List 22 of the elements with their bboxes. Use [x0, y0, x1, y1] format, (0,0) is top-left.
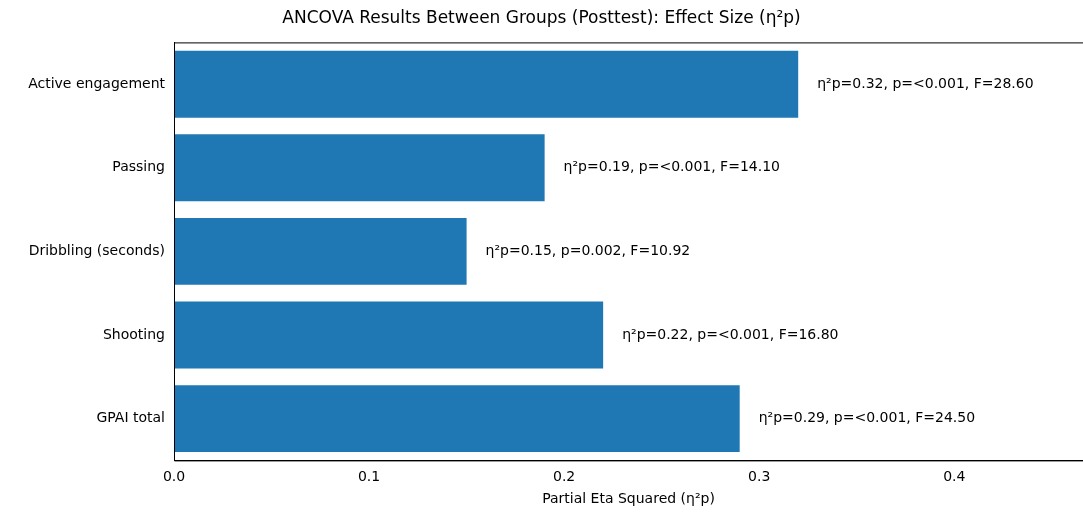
- data-label: η²p=0.22, p=<0.001, F=16.80: [622, 325, 839, 342]
- data-label: η²p=0.15, p=0.002, F=10.92: [485, 242, 691, 259]
- data-label: η²p=0.29, p=<0.001, F=24.50: [758, 409, 976, 426]
- data-label: η²p=0.19, p=<0.001, F=14.10: [563, 158, 780, 175]
- x-tick-label: 0.4: [943, 468, 966, 485]
- y-tick-label: Dribbling (seconds): [28, 242, 165, 259]
- x-axis-title: Partial Eta Squared (η²p): [542, 490, 715, 507]
- y-tick-label: GPAI total: [96, 409, 165, 426]
- bar: [174, 217, 467, 285]
- x-tick-label: 0.2: [553, 468, 576, 485]
- x-tick-label: 0.1: [357, 468, 381, 485]
- x-tick-label: 0.3: [748, 468, 771, 485]
- bar: [174, 301, 604, 369]
- x-tick-label: 0.0: [162, 468, 186, 485]
- data-label: η²p=0.32, p=<0.001, F=28.60: [817, 74, 1034, 91]
- chart-title: ANCOVA Results Between Groups (Posttest): Effect Size (η²p): [282, 6, 801, 27]
- y-tick-label: Active engagement: [28, 74, 166, 91]
- bar: [174, 385, 740, 453]
- y-tick-label: Shooting: [102, 325, 165, 342]
- bar: [174, 50, 799, 118]
- y-tick-label: Passing: [112, 158, 165, 175]
- bar: [174, 134, 545, 202]
